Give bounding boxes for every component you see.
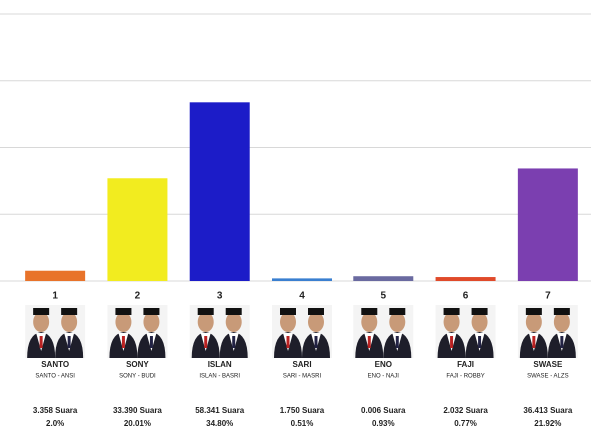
x-tick-label: 4: [299, 291, 305, 302]
candidate-name: SWASE: [533, 360, 563, 369]
cap: [115, 308, 132, 315]
bar: [353, 276, 414, 281]
x-tick-label: 6: [463, 291, 469, 302]
candidate-photo: [465, 308, 494, 358]
face: [525, 312, 542, 332]
face: [61, 312, 78, 332]
cap: [33, 308, 50, 315]
face: [308, 312, 324, 332]
value-label: 2.0%: [46, 419, 64, 428]
vote-count: 33.390 Suara: [113, 406, 162, 415]
cap: [225, 308, 242, 315]
face: [389, 312, 406, 332]
face: [225, 312, 242, 332]
bar: [272, 278, 332, 281]
candidate-name: ISLAN: [208, 360, 232, 369]
candidate-pair: SWASE - ALZS: [527, 374, 568, 380]
tie: [450, 336, 454, 348]
candidate-photo: [55, 308, 84, 358]
face: [471, 312, 488, 332]
value-label: 0.77%: [454, 419, 477, 428]
value-label: 34.80%: [206, 419, 233, 428]
candidate-photo: [383, 308, 412, 358]
tie: [149, 336, 153, 348]
cap: [525, 308, 542, 315]
candidate-photo: [302, 308, 330, 358]
x-tick-label: 3: [217, 291, 223, 302]
candidate-name: SONY: [126, 360, 149, 369]
tie: [39, 336, 43, 348]
candidate-photo: [191, 308, 220, 358]
tie: [204, 336, 208, 348]
candidate-photo: [519, 308, 548, 358]
tie: [232, 336, 236, 348]
tie: [121, 336, 125, 348]
vote-count: 36.413 Suara: [523, 406, 572, 415]
x-tick-label: 2: [135, 291, 141, 302]
tie: [314, 336, 318, 348]
vote-count: 2.032 Suara: [443, 406, 488, 415]
face: [443, 312, 460, 332]
candidate-name: ENO: [375, 360, 392, 369]
x-tick-label: 7: [545, 291, 551, 302]
tie: [478, 336, 482, 348]
candidate-name: FAJI: [457, 360, 474, 369]
candidate-photo: [274, 308, 302, 358]
value-label: 0.93%: [372, 419, 395, 428]
vote-count: 0.006 Suara: [361, 406, 406, 415]
cap: [389, 308, 406, 315]
face: [280, 312, 296, 332]
cap: [553, 308, 570, 315]
face: [553, 312, 570, 332]
x-tick-label: 1: [52, 291, 58, 302]
candidate-pair: SANTO - ANSI: [35, 374, 75, 380]
vote-count: 1.750 Suara: [280, 406, 325, 415]
cap: [143, 308, 160, 315]
cap: [280, 308, 296, 315]
x-tick-label: 5: [381, 291, 387, 302]
cap: [61, 308, 78, 315]
tie: [286, 336, 290, 348]
candidate-pair: ISLAN - BASRI: [199, 374, 240, 380]
face: [143, 312, 160, 332]
bar: [107, 178, 168, 281]
cap: [471, 308, 488, 315]
candidate-pair: SARI - MASRI: [283, 374, 322, 380]
candidate-pair: ENO - NAJI: [368, 374, 400, 380]
tie: [67, 336, 71, 348]
candidate-photo: [109, 308, 138, 358]
cap: [308, 308, 324, 315]
candidate-photo: [219, 308, 248, 358]
tie: [395, 336, 399, 348]
face: [115, 312, 132, 332]
candidate-photo: [355, 308, 384, 358]
cap: [361, 308, 378, 315]
candidate-photo: [27, 308, 56, 358]
value-label: 21.92%: [534, 419, 561, 428]
candidate-pair: FAJI - ROBBY: [446, 374, 484, 380]
candidate-pair: SONY - BUDI: [119, 374, 156, 380]
face: [33, 312, 50, 332]
cap: [197, 308, 214, 315]
candidate-photo: [547, 308, 576, 358]
candidate-name: SANTO: [41, 360, 69, 369]
candidate-photo: [137, 308, 166, 358]
bar: [189, 102, 250, 281]
bar: [435, 277, 496, 281]
bar: [25, 270, 86, 281]
vote-count: 3.358 Suara: [33, 406, 78, 415]
value-label: 20.01%: [124, 419, 151, 428]
cap: [443, 308, 460, 315]
candidate-photo: [437, 308, 466, 358]
bar: [517, 168, 578, 281]
tie: [367, 336, 371, 348]
vote-count: 58.341 Suara: [195, 406, 244, 415]
face: [361, 312, 378, 332]
tie: [532, 336, 536, 348]
face: [197, 312, 214, 332]
value-label: 0.51%: [291, 419, 314, 428]
tie: [560, 336, 564, 348]
candidate-name: SARI: [292, 360, 311, 369]
